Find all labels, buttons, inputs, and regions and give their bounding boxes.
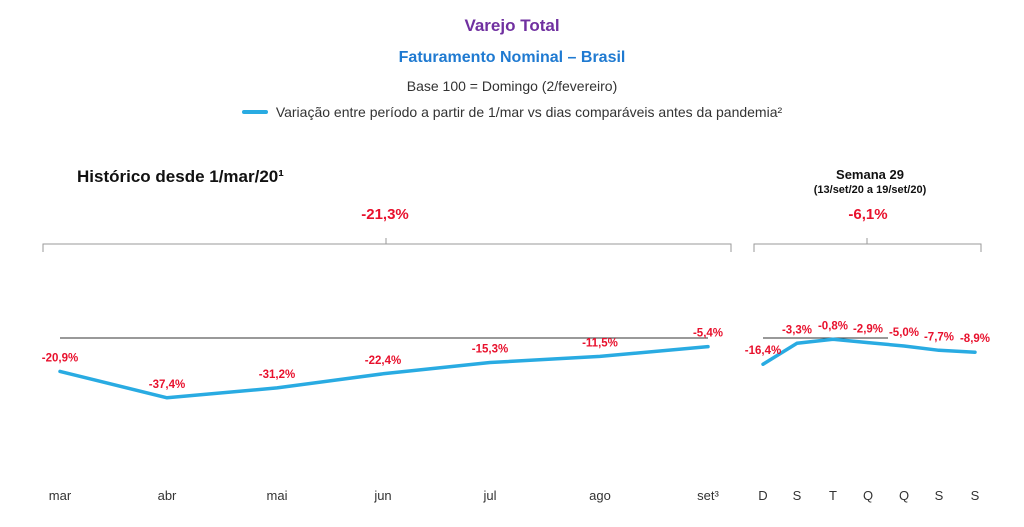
history-data-point (598, 354, 602, 358)
history-data-point (706, 345, 710, 349)
history-data-label: -37,4% (149, 379, 185, 391)
week-data-label: -16,4% (745, 345, 781, 357)
week-data-label: -3,3% (782, 324, 812, 336)
history-data-label: -31,2% (259, 369, 295, 381)
chart-title: Varejo Total (464, 16, 560, 35)
legend-swatch (241, 110, 268, 114)
history-data-point (381, 372, 385, 376)
history-tick-label: abr (158, 488, 177, 503)
week-data-label: -2,9% (853, 324, 883, 336)
week-data-label: -5,0% (889, 327, 919, 339)
week-tick-label: T (829, 488, 837, 503)
week-range: (13/set/20 a 19/set/20) (813, 184, 927, 196)
history-data-label: -11,5% (582, 337, 618, 349)
history-tick-label: ago (589, 488, 611, 503)
chart-subtitle: Faturamento Nominal – Brasil (398, 49, 626, 66)
history-tick-label: set³ (697, 488, 719, 503)
week-tick-label: D (758, 488, 767, 503)
history-total-label: -21,3% (361, 206, 409, 223)
legend: Variação entre período a partir de 1/mar… (0, 104, 1024, 120)
history-data-point (165, 396, 169, 400)
week-data-label: -8,9% (960, 333, 990, 345)
week-title: Semana 29 (836, 167, 904, 182)
week-data-label: -0,8% (818, 320, 848, 332)
history-data-point (58, 369, 62, 373)
week-data-point (902, 344, 906, 348)
week-data-point (795, 341, 799, 345)
week-data-point (761, 362, 765, 366)
legend-label: Variação entre período a partir de 1/mar… (275, 104, 783, 120)
history-data-point (275, 386, 279, 390)
week-tick-label: S (971, 488, 980, 503)
history-data-label: -15,3% (472, 344, 508, 356)
week-data-point (937, 348, 941, 352)
history-title: Histórico desde 1/mar/20¹ (77, 167, 284, 186)
history-tick-label: jul (482, 488, 496, 503)
base-note: Base 100 = Domingo (2/fevereiro) (406, 78, 618, 94)
week-data-point (831, 337, 835, 341)
week-bracket (753, 238, 982, 252)
history-data-point (488, 361, 492, 364)
week-data-point (866, 341, 870, 345)
week-data-label: -7,7% (924, 331, 954, 343)
history-tick-label: mai (267, 488, 288, 503)
history-bracket (42, 238, 732, 252)
history-data-label: -22,4% (365, 355, 401, 367)
week-data-point (973, 350, 977, 354)
week-tick-label: Q (899, 488, 909, 503)
week-tick-label: S (935, 488, 944, 503)
history-tick-label: jun (373, 488, 391, 503)
history-tick-label: mar (49, 488, 72, 503)
history-data-label: -5,4% (693, 328, 723, 340)
week-tick-label: Q (863, 488, 873, 503)
history-data-label: -20,9% (42, 352, 78, 364)
week-tick-label: S (793, 488, 802, 503)
week-total-label: -6,1% (848, 206, 888, 223)
